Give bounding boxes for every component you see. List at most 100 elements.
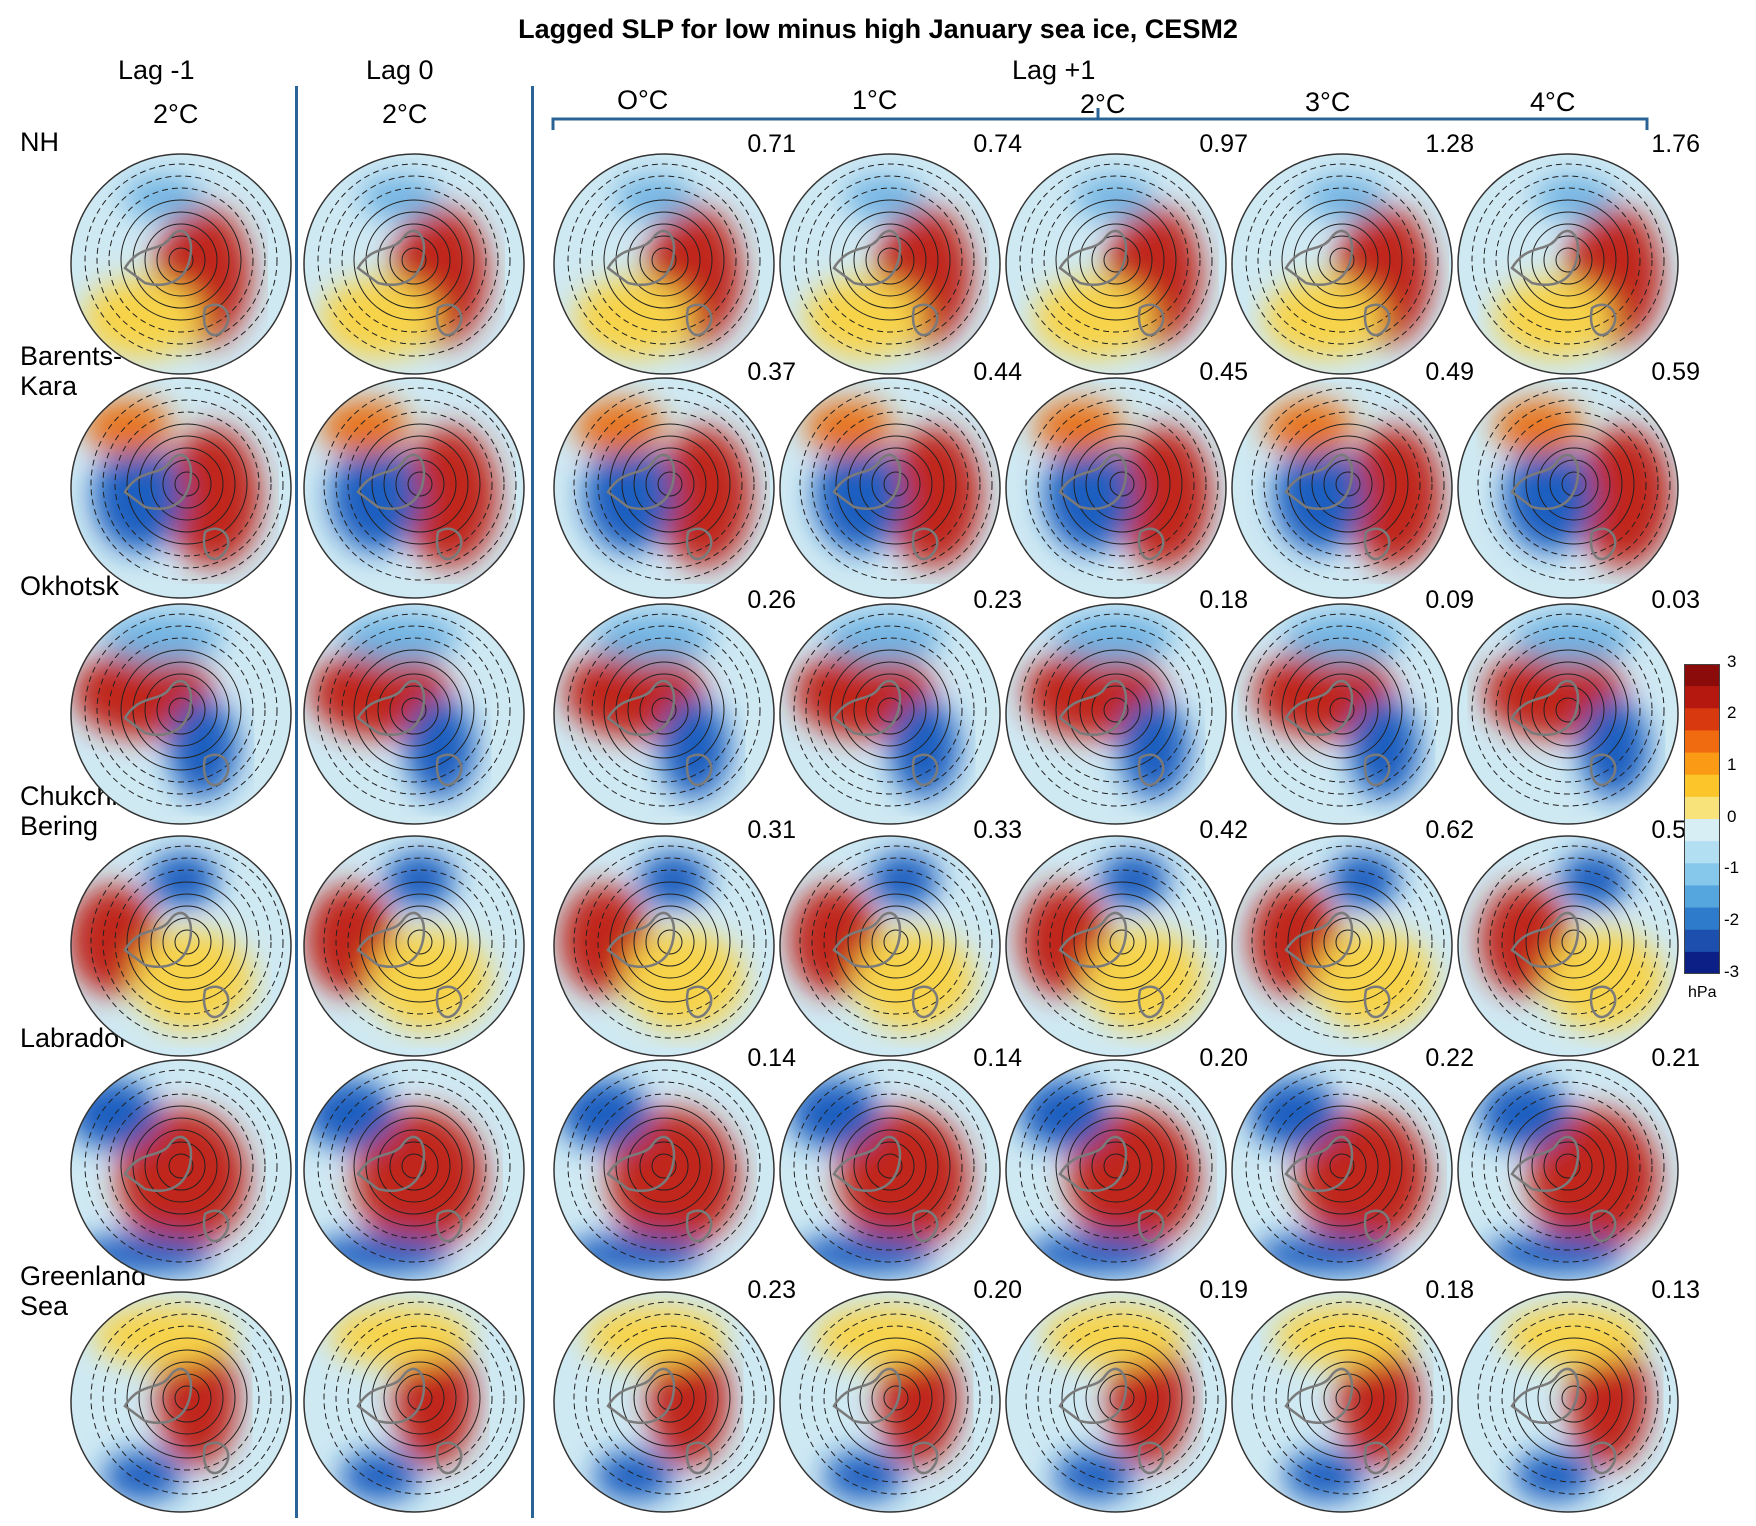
coastline xyxy=(1284,679,1391,787)
slp-contour xyxy=(1531,223,1605,297)
map-boundary xyxy=(779,377,1001,599)
slp-contour xyxy=(847,1349,945,1447)
slp-contour xyxy=(383,905,457,979)
slp-contour xyxy=(1507,1105,1629,1227)
slp-anomaly-blob xyxy=(1054,613,1174,663)
slp-contour xyxy=(1489,1313,1659,1483)
polar-map-panel xyxy=(298,148,530,380)
slp-contour xyxy=(621,435,719,533)
slp-anomaly-blob xyxy=(360,176,440,220)
coastline xyxy=(832,1367,939,1475)
polar-map-panel xyxy=(548,598,780,830)
slp-contour xyxy=(811,1313,981,1483)
coastline xyxy=(832,1135,939,1243)
coastline xyxy=(606,1135,713,1243)
map-boundary xyxy=(1231,1291,1453,1513)
slp-anomaly-blob xyxy=(814,442,904,552)
map-boundary xyxy=(1005,835,1227,1057)
slp-contour xyxy=(174,471,200,497)
value-r5-c4: 0.13 xyxy=(1651,1276,1700,1304)
slp-contour xyxy=(1537,447,1611,521)
slp-anomaly-blob xyxy=(804,399,894,455)
map-boundary xyxy=(1457,1291,1679,1513)
slp-contour xyxy=(841,661,939,759)
polar-map-panel xyxy=(298,372,530,604)
lag-minus1-temp: 2°C xyxy=(153,99,199,129)
slp-contour xyxy=(1091,235,1141,285)
slp-anomaly-blob xyxy=(1569,1336,1649,1466)
slp-contour xyxy=(90,1301,284,1495)
slp-contour xyxy=(1477,845,1671,1039)
slp-contour xyxy=(1049,869,1195,1015)
slp-anomaly-blob xyxy=(794,1234,934,1274)
polar-map-panel xyxy=(1000,1054,1232,1286)
slp-contour xyxy=(1055,649,1177,771)
slp-anomaly-blob xyxy=(574,399,664,455)
slp-contour xyxy=(1263,1313,1433,1483)
slp-contour xyxy=(799,1301,993,1495)
map-boundary xyxy=(1231,1059,1453,1281)
slp-contour xyxy=(1555,247,1581,273)
coastline xyxy=(832,229,939,337)
polar-map-panel xyxy=(774,148,1006,380)
polar-map-panel xyxy=(1226,1054,1458,1286)
slp-contour xyxy=(817,1093,963,1239)
slp-contour xyxy=(1025,845,1219,1039)
warming-level-4: 4°C xyxy=(1530,87,1576,117)
slp-contour xyxy=(120,199,242,321)
slp-contour xyxy=(156,685,206,735)
slp-anomaly-blob xyxy=(1099,852,1169,908)
colorbar-tick-1: 1 xyxy=(1727,755,1737,774)
slp-contour xyxy=(1073,1349,1171,1447)
slp-anomaly-blob xyxy=(83,278,203,358)
slp-contour xyxy=(603,649,725,771)
slp-contour xyxy=(1317,1141,1367,1191)
polar-map-panel xyxy=(548,372,780,604)
slp-contour xyxy=(805,1081,975,1251)
slp-contour xyxy=(1049,411,1195,557)
slp-anomaly-blob xyxy=(133,930,253,1030)
coastline xyxy=(1510,679,1617,787)
map-boundary xyxy=(553,835,775,1057)
slp-contour xyxy=(150,905,224,979)
polar-map-panel xyxy=(774,598,1006,830)
slp-contour xyxy=(1085,905,1159,979)
slp-contour xyxy=(1495,187,1641,333)
slp-anomaly-blob xyxy=(889,698,959,798)
slp-contour xyxy=(585,857,755,1027)
slp-contour xyxy=(1293,661,1391,759)
slp-contour xyxy=(1555,697,1581,723)
coastline xyxy=(1510,911,1617,1019)
colorbar-band xyxy=(1684,752,1720,776)
slp-anomaly-blob xyxy=(103,613,223,663)
colorbar xyxy=(1684,664,1720,974)
value-r5-c3: 0.18 xyxy=(1425,1276,1474,1304)
slp-anomaly-blob xyxy=(614,176,694,220)
slp-contour xyxy=(389,235,439,285)
slp-contour xyxy=(347,869,493,1015)
slp-contour xyxy=(90,387,284,581)
slp-contour xyxy=(1311,905,1385,979)
slp-contour xyxy=(835,1337,957,1459)
map-boundary xyxy=(1231,603,1453,825)
polar-map-panel xyxy=(65,1054,297,1286)
slp-anomaly-blob xyxy=(83,399,173,455)
map-boundary xyxy=(1005,603,1227,825)
polar-map-panel xyxy=(1226,598,1458,830)
slp-contour xyxy=(1483,175,1653,345)
row-label-nh: NH xyxy=(20,127,59,157)
slp-contour xyxy=(1317,235,1367,285)
value-r3-c0: 0.31 xyxy=(747,816,796,844)
slp-anomaly-blob xyxy=(564,1234,704,1274)
slp-contour xyxy=(96,1081,266,1251)
slp-contour xyxy=(359,423,481,545)
slp-contour xyxy=(317,613,511,807)
slp-anomaly-blob xyxy=(370,930,490,1030)
polar-map-panel xyxy=(298,598,530,830)
slp-contour xyxy=(1501,1325,1647,1471)
slp-anomaly-blob xyxy=(385,852,455,908)
slp-contour xyxy=(1311,447,1385,521)
slp-contour xyxy=(144,673,218,747)
value-r3-c2: 0.42 xyxy=(1199,816,1248,844)
slp-contour xyxy=(1019,163,1213,357)
